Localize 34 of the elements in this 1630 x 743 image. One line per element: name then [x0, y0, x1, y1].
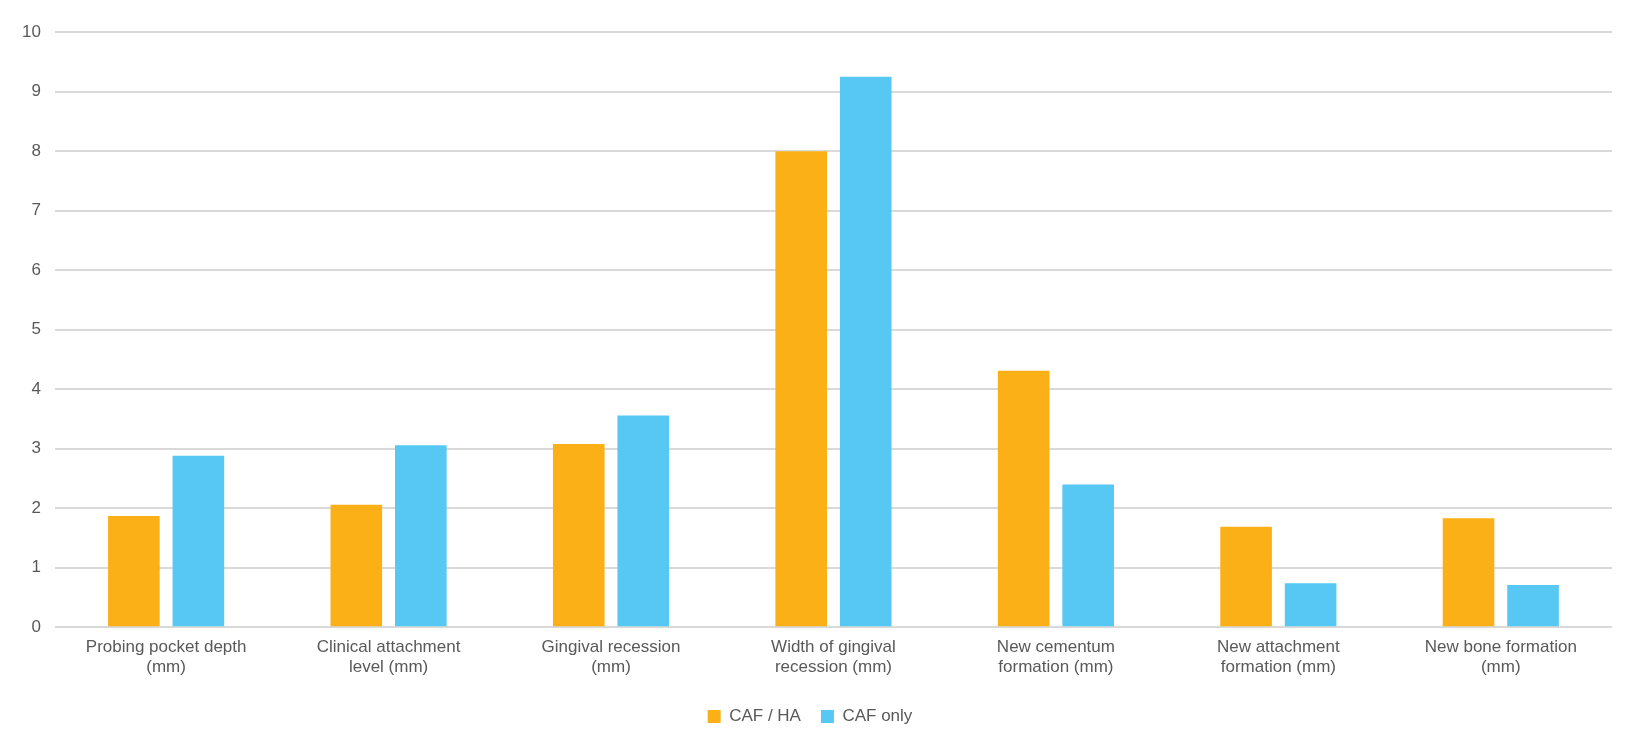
bar [1284, 583, 1337, 627]
bar [1507, 584, 1559, 627]
x-tick-label: New cementum formation (mm) [996, 637, 1115, 677]
x-tick-label: Clinical attachment level (mm) [316, 637, 461, 677]
y-tick-label: 0 [31, 616, 41, 636]
bar [552, 443, 605, 627]
bar [1062, 484, 1114, 627]
bar [997, 370, 1050, 627]
x-tick-label: Gingival recession (mm) [541, 637, 681, 677]
bar [775, 151, 827, 627]
y-tick-label: 7 [31, 200, 41, 220]
bar [1442, 518, 1495, 627]
bar [617, 415, 670, 627]
legend-label: CAF only [842, 706, 913, 726]
y-tick-label: 4 [31, 378, 41, 398]
bar [1220, 526, 1272, 627]
bar [839, 76, 892, 627]
bar [395, 445, 447, 627]
y-tick-label: 6 [31, 259, 41, 279]
x-tick-label: Probing pocket depth (mm) [85, 637, 247, 677]
y-tick-label: 2 [31, 497, 41, 517]
y-tick-label: 1 [31, 557, 41, 577]
y-tick-label: 10 [21, 21, 41, 41]
x-tick-label: New bone formation (mm) [1424, 637, 1577, 677]
bar [108, 515, 160, 627]
x-tick-label: Width of gingival recession (mm) [771, 637, 896, 677]
y-tick-label: 3 [31, 438, 41, 458]
y-tick-label: 5 [31, 319, 41, 339]
x-tick-label: New attachment formation (mm) [1216, 637, 1341, 677]
bar [330, 504, 383, 627]
bar [172, 455, 225, 627]
y-tick-label: 9 [31, 81, 41, 101]
y-tick-label: 8 [31, 140, 41, 160]
legend-label: CAF / HA [729, 706, 802, 726]
